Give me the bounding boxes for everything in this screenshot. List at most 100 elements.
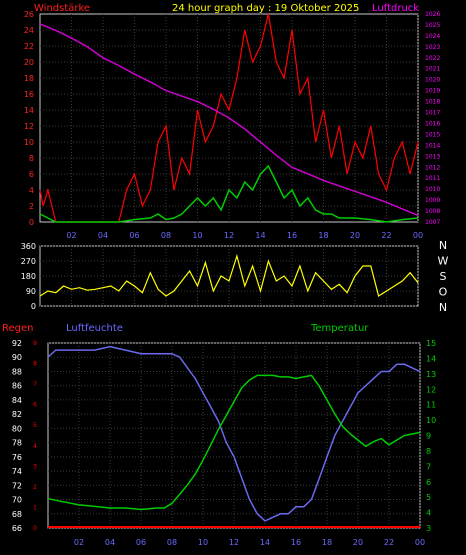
pressure-tick-label: 1025	[425, 22, 440, 29]
pressure-tick-label: 1024	[425, 33, 440, 40]
top-x-tick-label: 16	[287, 231, 297, 240]
temperature-line	[47, 374, 421, 511]
temperature-label: Temperatur	[310, 323, 369, 334]
temperature-tick-label: 7	[426, 462, 431, 471]
bottom-x-tick-label: 14	[260, 538, 270, 547]
top-x-tick-label: 00	[413, 231, 423, 240]
pressure-tick-label: 1021	[425, 66, 440, 73]
wind-gust-line	[39, 164, 419, 223]
top-x-tick-label: 12	[224, 231, 234, 240]
direction-letter: S	[440, 270, 447, 283]
chart-title: 24 hour graph day : 19 Oktober 2025	[172, 3, 359, 14]
top-x-tick-label: 08	[161, 231, 171, 240]
temperature-tick-label: 4	[426, 509, 431, 518]
temperature-tick-label: 13	[426, 370, 436, 379]
pressure-tick-label: 1018	[425, 99, 440, 106]
humidity-tick-label: 80	[12, 424, 22, 433]
temperature-tick-label: 3	[426, 524, 431, 533]
wind-tick-label: 8	[29, 154, 34, 163]
pressure-tick-label: 1012	[425, 164, 440, 171]
pressure-line	[39, 23, 419, 217]
temperature-tick-label: 5	[426, 493, 431, 502]
temperature-tick-label: 10	[426, 416, 436, 425]
humidity-tick-label: 78	[12, 439, 22, 448]
wind-tick-label: 6	[29, 170, 34, 179]
rain-tick-label: 2	[33, 484, 37, 491]
rain-tick-label: 6	[33, 402, 37, 409]
pressure-tick-label: 1015	[425, 131, 440, 138]
top-x-tick-label: 18	[318, 231, 328, 240]
rain-tick-label: 9	[33, 340, 37, 347]
humidity-temperature-panel: 02 04 06 08 10 12 14 16 18 20 22 006668707274767880…	[12, 339, 436, 547]
direction-letter: W	[438, 255, 449, 268]
pressure-axis-title: Luftdruck	[372, 3, 419, 14]
top-x-tick-label: 04	[98, 231, 108, 240]
temperature-tick-label: 9	[426, 432, 431, 441]
humidity-tick-label: 76	[12, 453, 22, 462]
wind-pressure-panel: 02 04 06 08 10 12 14 16 18 20 22 000246810121416182…	[24, 10, 441, 240]
wind-tick-label: 0	[29, 218, 34, 227]
humidity-tick-label: 84	[12, 396, 22, 405]
wind-axis-title: Windstärke	[34, 3, 90, 14]
pressure-tick-label: 1013	[425, 153, 440, 160]
wind-tick-label: 4	[29, 186, 34, 195]
pressure-tick-label: 1014	[425, 142, 440, 149]
direction-tick-label: 270	[21, 257, 36, 266]
wind-tick-label: 18	[24, 74, 34, 83]
temperature-tick-label: 6	[426, 478, 431, 487]
humidity-tick-label: 86	[12, 382, 22, 391]
direction-tick-label: 0	[31, 302, 36, 311]
wind-direction-line	[39, 253, 419, 297]
direction-tick-label: 360	[21, 242, 36, 251]
bottom-x-tick-label: 00	[415, 538, 425, 547]
bottom-x-tick-label: 08	[167, 538, 177, 547]
direction-letter: O	[439, 286, 448, 299]
humidity-line	[47, 345, 421, 522]
bottom-x-tick-label: 12	[229, 538, 239, 547]
bottom-x-tick-label: 02	[74, 538, 84, 547]
pressure-tick-label: 1026	[425, 11, 440, 18]
wind-tick-label: 22	[24, 42, 34, 51]
rain-tick-label: 3	[33, 463, 37, 470]
pressure-tick-label: 1011	[425, 175, 440, 182]
temperature-tick-label: 11	[426, 401, 436, 410]
humidity-tick-label: 70	[12, 496, 22, 505]
wind-tick-label: 14	[24, 106, 34, 115]
wind-tick-label: 24	[24, 26, 34, 35]
wind-tick-label: 16	[24, 90, 34, 99]
temperature-tick-label: 14	[426, 354, 436, 363]
wind-tick-label: 10	[24, 138, 34, 147]
pressure-tick-label: 1007	[425, 219, 440, 226]
wind-tick-label: 26	[24, 10, 34, 19]
rain-tick-label: 1	[33, 504, 37, 511]
humidity-tick-label: 72	[12, 481, 22, 490]
humidity-tick-label: 88	[12, 367, 22, 376]
rain-tick-label: 7	[33, 381, 37, 388]
wind-tick-label: 12	[24, 122, 34, 131]
temperature-tick-label: 15	[426, 339, 436, 348]
rain-tick-label: 0	[33, 525, 37, 532]
bottom-x-tick-label: 06	[136, 538, 146, 547]
rain-tick-label: 4	[33, 443, 37, 450]
direction-letter: N	[439, 301, 447, 314]
top-x-tick-label: 10	[192, 231, 202, 240]
humidity-tick-label: 66	[12, 524, 22, 533]
wind-tick-label: 2	[29, 202, 34, 211]
bottom-x-tick-label: 20	[353, 538, 363, 547]
humidity-tick-label: 90	[12, 353, 22, 362]
bottom-x-tick-label: 04	[105, 538, 115, 547]
rain-tick-label: 5	[33, 422, 37, 429]
direction-tick-label: 180	[21, 272, 36, 281]
bottom-x-tick-label: 18	[322, 538, 332, 547]
top-x-tick-label: 06	[129, 231, 139, 240]
top-x-tick-label: 22	[381, 231, 391, 240]
pressure-tick-label: 1016	[425, 120, 440, 127]
humidity-tick-label: 68	[12, 510, 22, 519]
direction-letter: N	[439, 239, 447, 252]
pressure-tick-label: 1019	[425, 88, 440, 95]
top-x-tick-label: 02	[66, 231, 76, 240]
bottom-x-tick-label: 16	[291, 538, 301, 547]
bottom-x-tick-label: 22	[384, 538, 394, 547]
